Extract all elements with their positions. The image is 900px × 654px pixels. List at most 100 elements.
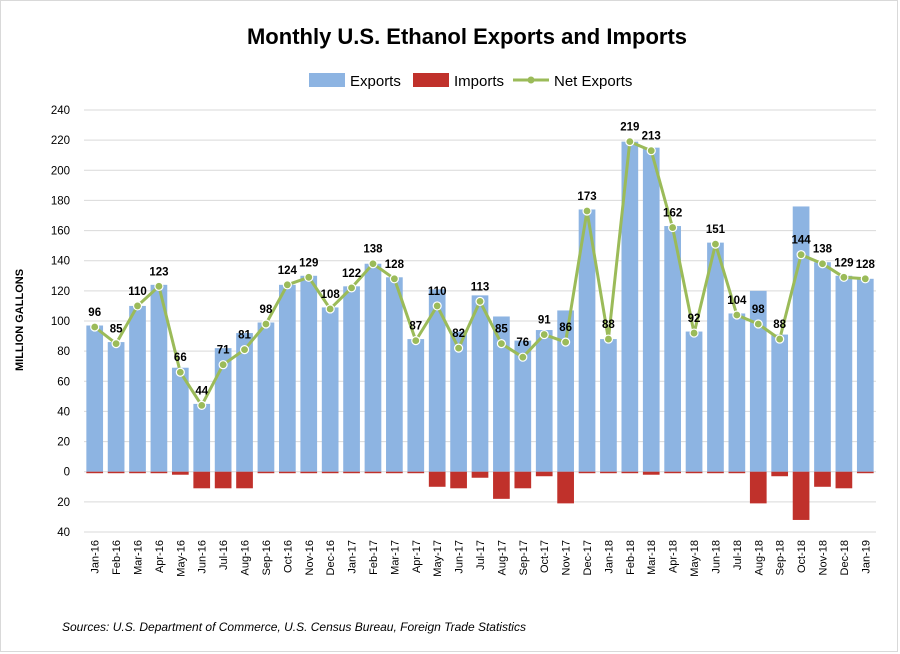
y-tick-label: 80	[57, 346, 70, 358]
imports-bar	[364, 471, 382, 474]
imports-bar	[300, 471, 318, 474]
y-tick-label: 40	[57, 406, 70, 418]
net-exports-data-label: 88	[602, 319, 615, 331]
x-tick-label: Jan-16	[90, 540, 102, 574]
x-tick-label: Sep-16	[261, 540, 273, 575]
y-tick-label: 120	[51, 286, 70, 298]
net-exports-point	[197, 400, 207, 410]
imports-bar	[642, 471, 660, 475]
imports-bar	[107, 471, 125, 474]
exports-bar	[321, 307, 339, 472]
x-tick-label: Dec-18	[839, 540, 851, 575]
net-exports-point	[389, 274, 399, 284]
exports-bar	[428, 289, 446, 472]
imports-bar	[86, 471, 104, 474]
imports-bar	[535, 471, 553, 477]
net-exports-data-label: 138	[363, 244, 383, 256]
x-tick-label: Nov-16	[304, 540, 316, 575]
net-exports-data-label: 113	[471, 281, 490, 293]
bars	[86, 141, 874, 520]
y-tick-label: 0	[64, 467, 70, 479]
x-tick-label: Feb-17	[368, 540, 380, 575]
x-tick-label: Aug-18	[753, 540, 765, 575]
net-exports-data-label: 173	[577, 191, 596, 203]
imports-bar	[514, 471, 532, 489]
net-exports-point	[796, 250, 806, 260]
net-exports-data-label: 129	[834, 257, 853, 269]
net-exports-point	[710, 239, 721, 249]
imports-bar	[321, 471, 339, 474]
x-tick-label: Sep-18	[775, 540, 787, 575]
net-exports-data-label: 138	[813, 244, 833, 256]
exports-bar	[343, 286, 360, 472]
chart-title: Monthly U.S. Ethanol Exports and Imports	[247, 24, 687, 49]
legend-swatch-exports	[309, 73, 345, 87]
imports-bar	[343, 471, 360, 474]
net-exports-point	[496, 339, 507, 349]
exports-bar	[557, 310, 574, 472]
net-exports-data-label: 98	[260, 304, 273, 316]
net-exports-point	[775, 334, 785, 344]
exports-bar	[814, 262, 831, 472]
net-exports-data-label: 85	[495, 324, 508, 336]
exports-bar	[535, 330, 553, 472]
net-exports-data-label: 96	[88, 307, 101, 319]
y-tick-label: 100	[51, 316, 70, 328]
exports-bar	[578, 209, 596, 472]
x-tick-label: Apr-16	[154, 540, 166, 573]
net-exports-data-label: 44	[195, 385, 208, 397]
net-exports-point	[261, 319, 271, 329]
net-exports-point	[689, 328, 699, 338]
x-tick-label: Mar-18	[646, 540, 658, 575]
y-tick-label: 60	[57, 376, 70, 388]
net-exports-point	[561, 337, 571, 347]
net-exports-point	[475, 296, 485, 307]
imports-bar	[471, 471, 489, 478]
imports-bar	[749, 471, 767, 504]
y-tick-label: 160	[51, 226, 70, 238]
imports-bar	[193, 471, 211, 489]
net-exports-data-label: 91	[538, 315, 551, 327]
imports-bar	[171, 471, 189, 475]
imports-bar	[600, 471, 617, 474]
x-tick-label: Oct-18	[796, 540, 808, 573]
imports-bar	[835, 471, 853, 489]
net-exports-data-label: 71	[217, 345, 230, 357]
exports-bar	[193, 403, 211, 472]
net-exports-data-label: 110	[428, 286, 447, 298]
exports-bar	[214, 348, 232, 472]
net-exports-data-label: 129	[299, 257, 318, 269]
legend-label-exports: Exports	[350, 73, 401, 90]
exports-bar	[471, 295, 489, 472]
y-tick-label: 200	[51, 165, 70, 177]
legend-label-imports: Imports	[454, 73, 504, 90]
net-exports-point	[111, 339, 121, 349]
y-tick-label: 40	[57, 527, 70, 539]
x-tick-label: Dec-16	[325, 540, 337, 575]
exports-bar	[642, 147, 660, 472]
imports-bar	[150, 471, 168, 474]
net-exports-point	[304, 272, 314, 282]
exports-bar	[664, 226, 681, 472]
x-tick-label: Nov-18	[817, 540, 829, 575]
net-exports-point	[860, 274, 870, 284]
net-exports-point	[453, 343, 464, 353]
exports-bar	[771, 334, 789, 472]
net-exports-data-label: 128	[856, 259, 876, 271]
net-exports-data-label: 86	[559, 322, 572, 334]
x-tick-label: Feb-16	[111, 540, 123, 575]
source-note: Sources: U.S. Department of Commerce, U.…	[62, 620, 526, 634]
x-tick-label: Jun-17	[454, 540, 466, 574]
data-labels: 9685110123664471819812412910812213812887…	[88, 122, 875, 398]
exports-bar	[407, 339, 425, 472]
y-tick-label: 20	[57, 437, 70, 449]
legend-marker-net-exports	[527, 76, 535, 84]
net-exports-point	[175, 367, 185, 377]
exports-bar	[150, 284, 168, 472]
imports-bar	[428, 471, 446, 487]
imports-bar	[578, 471, 596, 474]
x-tick-label: Nov-17	[561, 540, 573, 575]
imports-bar	[728, 471, 746, 474]
